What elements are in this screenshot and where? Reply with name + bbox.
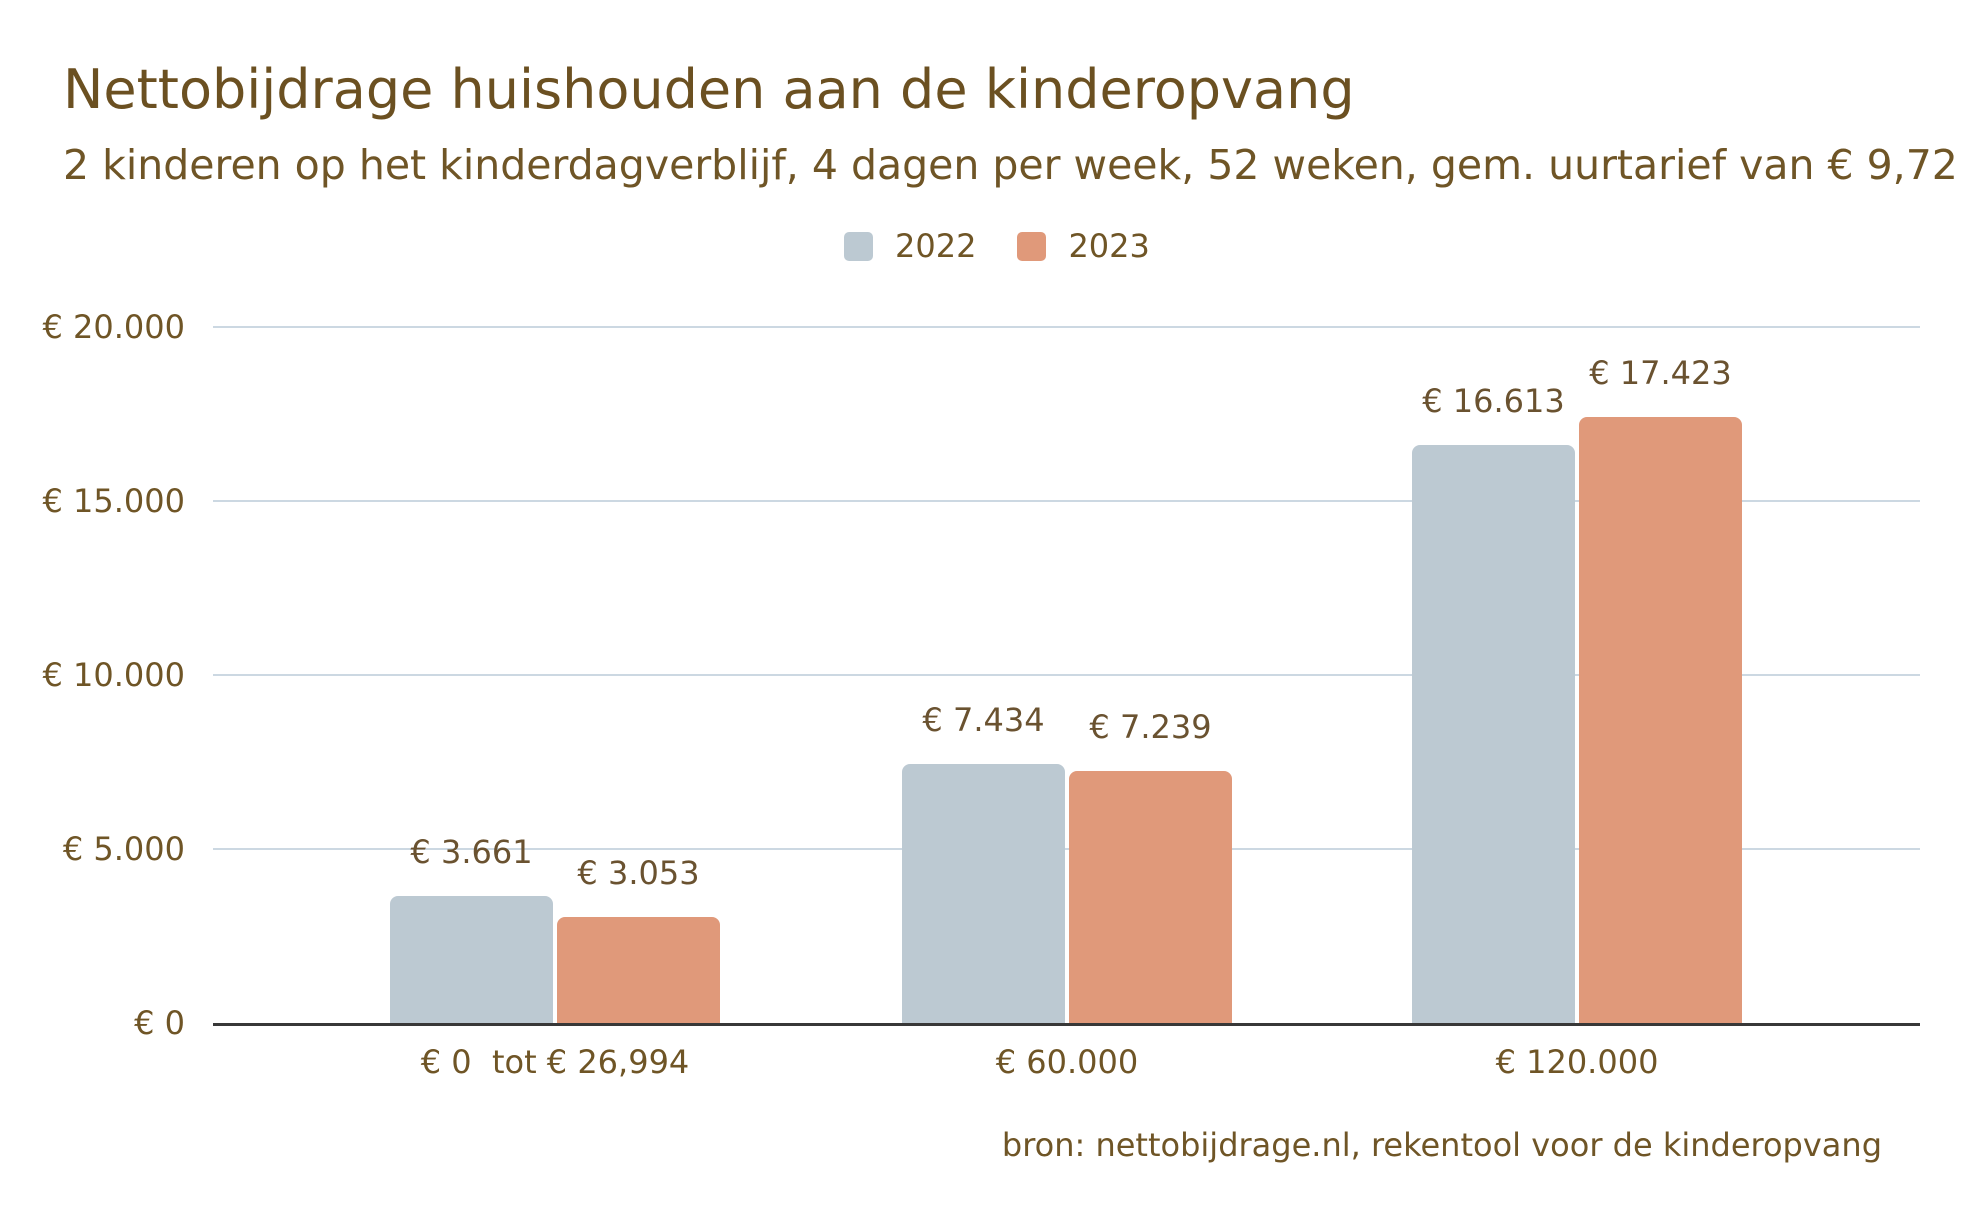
category-label: € 0 tot € 26,994	[420, 1043, 690, 1081]
bar-value-label: € 16.613	[1422, 382, 1565, 420]
category-label: € 60.000	[995, 1043, 1139, 1081]
chart-subtitle: 2 kinderen op het kinderdagverblijf, 4 d…	[63, 141, 1958, 189]
bar-2022	[1412, 445, 1575, 1023]
y-tick-label: € 15.000	[42, 482, 186, 520]
legend-swatch-2022	[844, 231, 873, 261]
legend: 2022 2023	[844, 230, 1150, 262]
y-tick-label: € 0	[134, 1004, 185, 1042]
legend-swatch-2023	[1017, 231, 1047, 261]
gridline	[213, 326, 1920, 328]
gridline	[213, 500, 1920, 502]
bar-2023	[557, 917, 720, 1023]
x-axis-line	[213, 1023, 1920, 1026]
gridline	[213, 674, 1920, 676]
bar-2022	[902, 764, 1065, 1023]
legend-label: 2023	[1068, 227, 1150, 265]
bar-value-label: € 3.661	[410, 833, 533, 871]
source-note: bron: nettobijdrage.nl, rekentool voor d…	[1001, 1126, 1882, 1164]
bar-value-label: € 7.239	[1089, 708, 1212, 746]
bar-value-label: € 7.434	[922, 701, 1045, 739]
legend-item-2022: 2022	[844, 230, 976, 262]
legend-item-2023: 2023	[1017, 227, 1150, 265]
bar-value-label: € 17.423	[1589, 354, 1732, 392]
gridline	[213, 848, 1920, 850]
category-label: € 120.000	[1495, 1043, 1659, 1081]
chart-title: Nettobijdrage huishouden aan de kinderop…	[63, 58, 1355, 121]
bar-2023	[1069, 771, 1232, 1023]
legend-label: 2022	[895, 227, 977, 265]
bar-2023	[1579, 417, 1742, 1023]
y-tick-label: € 10.000	[42, 656, 186, 694]
y-tick-label: € 20.000	[42, 308, 186, 346]
bar-2022	[390, 896, 553, 1023]
y-tick-label: € 5.000	[62, 830, 185, 868]
bar-value-label: € 3.053	[577, 854, 700, 892]
